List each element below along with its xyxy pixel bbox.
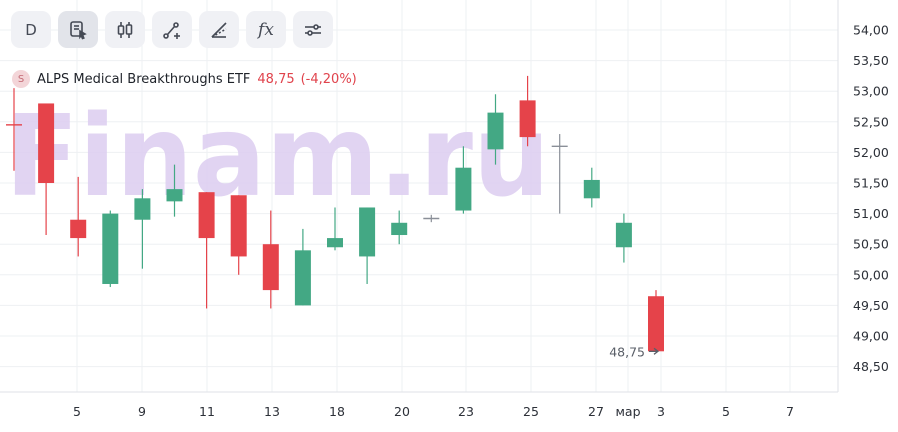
y-tick-label: 54,00 xyxy=(853,23,889,38)
candle-body[interactable] xyxy=(134,198,151,220)
y-tick-label: 52,50 xyxy=(853,114,889,129)
sliders-icon xyxy=(305,23,321,36)
x-tick-label: 18 xyxy=(329,404,345,419)
fibonacci-tools-button[interactable] xyxy=(199,11,239,48)
x-tick-label: 25 xyxy=(523,404,539,419)
y-tick-label: 51,00 xyxy=(853,206,889,221)
x-tick-label: 5 xyxy=(722,404,730,419)
candle-body[interactable] xyxy=(583,179,600,199)
x-tick-label: 23 xyxy=(458,404,474,419)
y-tick-label: 49,00 xyxy=(853,329,889,344)
settings-button[interactable] xyxy=(293,11,333,48)
x-tick-label: 11 xyxy=(199,404,215,419)
symbol-price: 48,75 xyxy=(257,71,295,87)
script-editor-button[interactable] xyxy=(58,11,98,48)
indicators-button[interactable]: fx xyxy=(246,11,286,48)
drawing-tools-button[interactable] xyxy=(152,11,192,48)
x-tick-label: 7 xyxy=(786,404,794,419)
x-tick-label: мар xyxy=(615,404,640,419)
fib-wedge-icon xyxy=(211,21,227,38)
chart-toolbar: D fx xyxy=(11,11,333,48)
y-tick-label: 49,50 xyxy=(853,298,889,313)
candle-body[interactable] xyxy=(487,112,504,150)
candle-body[interactable] xyxy=(648,296,664,352)
symbol-change: (-4,20%) xyxy=(300,71,357,87)
candle-body[interactable] xyxy=(359,207,376,257)
candle-body[interactable] xyxy=(327,238,343,248)
candle-body[interactable] xyxy=(198,192,215,239)
candle-body[interactable] xyxy=(102,213,119,284)
last-price-label: 48,75 xyxy=(609,344,645,359)
candle-body[interactable] xyxy=(294,250,311,306)
candle-body[interactable] xyxy=(166,189,183,202)
y-tick-label: 52,00 xyxy=(853,145,889,160)
chart-type-button[interactable] xyxy=(105,11,145,48)
candle-body[interactable] xyxy=(38,103,55,183)
interval-button[interactable]: D xyxy=(11,11,51,48)
candle-body[interactable] xyxy=(391,222,408,236)
symbol-name: ALPS Medical Breakthroughs ETF xyxy=(37,71,251,87)
y-tick-label: 48,50 xyxy=(853,359,889,374)
y-tick-label: 50,50 xyxy=(853,237,889,252)
y-tick-label: 51,50 xyxy=(853,176,889,191)
line-add-icon xyxy=(163,21,180,39)
candles-icon xyxy=(117,21,133,38)
fx-icon: fx xyxy=(258,19,274,40)
arrow-right-icon xyxy=(649,347,660,355)
interval-label: D xyxy=(25,20,37,39)
document-cursor-icon xyxy=(70,20,87,40)
candle-body[interactable] xyxy=(455,167,472,211)
symbol-badge: S xyxy=(12,70,30,88)
candle-body[interactable] xyxy=(70,219,87,239)
candle-body[interactable] xyxy=(615,222,632,248)
candle-body[interactable] xyxy=(230,195,247,257)
x-tick-label: 20 xyxy=(394,404,410,419)
candle-body[interactable] xyxy=(262,244,279,291)
x-tick-label: 13 xyxy=(264,404,280,419)
symbol-legend: S ALPS Medical Breakthroughs ETF 48,75 (… xyxy=(12,70,357,88)
candle-body[interactable] xyxy=(519,100,536,138)
x-tick-label: 3 xyxy=(657,404,665,419)
x-tick-label: 9 xyxy=(138,404,146,419)
y-tick-label: 53,50 xyxy=(853,53,889,68)
y-tick-label: 53,00 xyxy=(853,84,889,99)
x-tick-label: 27 xyxy=(588,404,604,419)
y-tick-label: 50,00 xyxy=(853,267,889,282)
x-tick-label: 5 xyxy=(73,404,81,419)
